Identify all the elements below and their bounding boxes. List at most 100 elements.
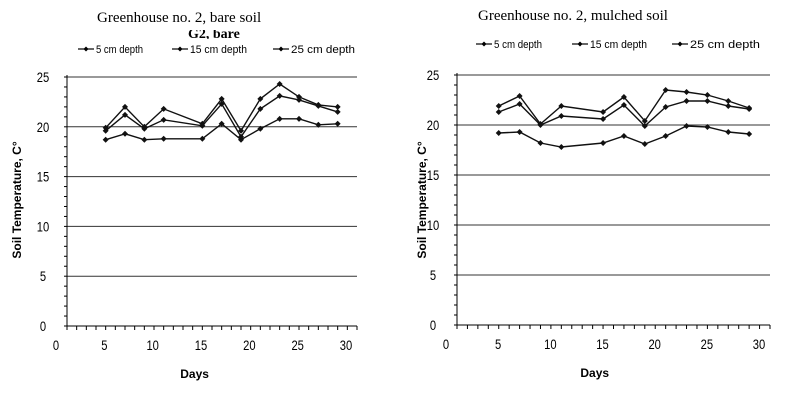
y-tick-label: 15 bbox=[37, 169, 49, 184]
data-point bbox=[199, 135, 206, 142]
y-axis-label: Soil Temperature, C° bbox=[415, 141, 429, 258]
data-point bbox=[620, 94, 627, 100]
legend-marker bbox=[577, 41, 583, 47]
series-line bbox=[498, 89, 750, 126]
data-point bbox=[537, 121, 544, 127]
chart-bare-soil: 0 5 10 15 20 25 30 0 5 10 15 20 25 Days Soil Temperatu… bbox=[10, 44, 358, 381]
data-point bbox=[746, 105, 753, 111]
data-point bbox=[141, 123, 148, 130]
x-tick-label: 5 bbox=[101, 338, 107, 353]
legend-label: 5 cm depth bbox=[96, 44, 143, 56]
data-point bbox=[334, 108, 341, 115]
x-tick-label: 20 bbox=[243, 338, 255, 353]
data-point bbox=[238, 127, 244, 134]
data-point bbox=[315, 101, 322, 108]
series-line bbox=[498, 100, 750, 127]
data-point bbox=[238, 133, 244, 140]
data-point bbox=[516, 93, 523, 99]
series-line bbox=[105, 118, 338, 141]
x-tick-label: 10 bbox=[544, 337, 556, 352]
y-tick-label: 20 bbox=[427, 118, 439, 133]
data-point bbox=[683, 98, 690, 104]
data-point bbox=[641, 118, 648, 124]
legend-label: 15 cm depth bbox=[590, 39, 647, 51]
data-point bbox=[641, 123, 648, 129]
legend-marker bbox=[677, 41, 683, 47]
data-point bbox=[122, 130, 128, 137]
chart-mulched-soil: 0 5 10 15 20 25 30 0 5 10 15 20 25 Days Soil Temperatu… bbox=[415, 39, 771, 380]
legend-marker bbox=[177, 46, 183, 52]
legend-marker bbox=[83, 46, 89, 52]
x-tick-label: 20 bbox=[648, 337, 660, 352]
x-tick-label: 0 bbox=[443, 337, 449, 352]
legend-label: 25 cm depth bbox=[690, 39, 760, 51]
data-point bbox=[725, 103, 732, 109]
data-point bbox=[257, 105, 264, 112]
data-point bbox=[276, 115, 283, 122]
data-point bbox=[257, 125, 264, 132]
legend-label: 25 cm depth bbox=[291, 44, 355, 56]
legend-marker bbox=[481, 41, 487, 47]
data-point bbox=[495, 130, 502, 136]
data-point bbox=[600, 109, 607, 115]
data-point bbox=[160, 135, 167, 142]
data-point bbox=[315, 121, 322, 128]
data-point bbox=[516, 129, 523, 135]
data-point bbox=[558, 113, 565, 119]
y-tick-label: 10 bbox=[37, 219, 49, 234]
data-point bbox=[218, 120, 225, 127]
y-tick-label: 10 bbox=[427, 218, 439, 233]
data-point bbox=[516, 101, 523, 107]
data-point bbox=[122, 103, 128, 110]
data-point bbox=[495, 109, 502, 115]
data-point bbox=[662, 133, 669, 139]
data-point bbox=[683, 89, 690, 95]
data-point bbox=[620, 133, 627, 139]
legend-marker bbox=[278, 46, 284, 52]
x-tick-label: 25 bbox=[701, 337, 713, 352]
legend-label: 15 cm depth bbox=[190, 44, 247, 56]
data-point bbox=[257, 95, 264, 102]
data-point bbox=[725, 98, 732, 104]
y-tick-label: 25 bbox=[427, 68, 439, 83]
data-point bbox=[276, 92, 283, 99]
legend-label: 5 cm depth bbox=[494, 39, 542, 51]
data-point bbox=[600, 140, 607, 146]
data-point bbox=[160, 116, 167, 123]
data-point bbox=[704, 98, 711, 104]
x-tick-label: 30 bbox=[753, 337, 765, 352]
data-point bbox=[160, 105, 167, 112]
data-point bbox=[495, 103, 502, 109]
series-line bbox=[105, 83, 338, 133]
data-point bbox=[334, 120, 341, 127]
data-point bbox=[102, 136, 109, 143]
y-tick-label: 20 bbox=[37, 120, 49, 135]
y-tick-label: 0 bbox=[40, 319, 46, 334]
data-point bbox=[296, 93, 302, 100]
data-point bbox=[558, 144, 565, 150]
data-point bbox=[276, 80, 283, 87]
data-point bbox=[122, 111, 128, 118]
data-point bbox=[662, 87, 669, 93]
x-tick-label: 30 bbox=[340, 338, 352, 353]
x-tick-label: 10 bbox=[146, 338, 158, 353]
data-point bbox=[641, 141, 648, 147]
x-tick-label: 15 bbox=[195, 338, 207, 353]
y-tick-label: 5 bbox=[430, 268, 436, 283]
x-axis-label: Days bbox=[580, 366, 609, 380]
y-axis-label: Soil Temperature, C° bbox=[10, 141, 24, 258]
data-point bbox=[704, 92, 711, 98]
data-point bbox=[683, 123, 690, 129]
data-point bbox=[600, 116, 607, 122]
series-line bbox=[105, 95, 338, 139]
data-point bbox=[537, 140, 544, 146]
x-tick-label: 15 bbox=[596, 337, 608, 352]
x-axis-label: Days bbox=[180, 367, 209, 381]
data-point bbox=[102, 124, 109, 131]
data-point bbox=[334, 103, 341, 110]
data-point bbox=[141, 136, 148, 143]
x-tick-label: 5 bbox=[495, 337, 501, 352]
data-point bbox=[704, 124, 711, 130]
x-tick-label: 0 bbox=[53, 338, 59, 353]
data-point bbox=[662, 104, 669, 110]
